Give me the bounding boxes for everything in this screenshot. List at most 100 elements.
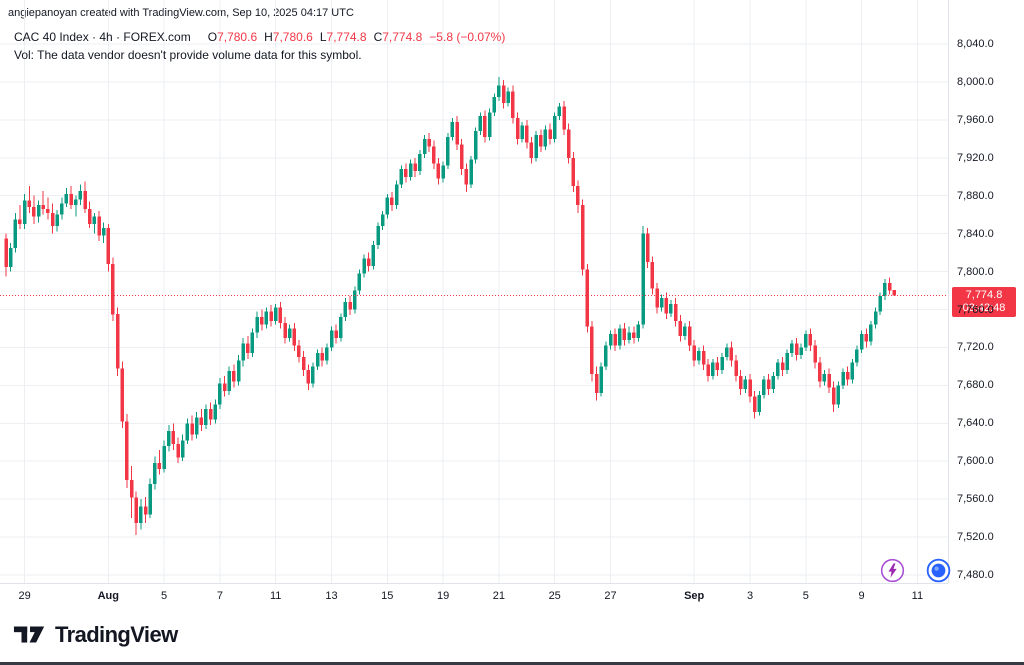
candle-body: [827, 373, 831, 388]
time-axis-label: 9: [858, 590, 865, 602]
candle-body: [525, 125, 529, 143]
candle-body: [771, 375, 775, 390]
time-axis-label: 5: [161, 590, 168, 602]
candle-body: [385, 197, 390, 215]
candle-body: [487, 112, 492, 137]
candle-body: [18, 219, 22, 225]
candle-body: [353, 290, 357, 310]
candle-body: [362, 258, 366, 274]
candle-body: [655, 288, 659, 308]
price-axis-label: 7,960.0: [957, 113, 994, 126]
candle-body: [450, 121, 455, 137]
candle-body: [422, 138, 427, 154]
candle-body: [343, 301, 348, 318]
last-price-label: 7,774.8: [965, 289, 1003, 302]
candle-body: [269, 311, 273, 321]
candle-body: [492, 97, 496, 113]
candle-body: [734, 360, 738, 376]
candle-body: [887, 282, 892, 291]
flash-icon-button[interactable]: [880, 558, 905, 583]
chart-legend: CAC 40 Index · 4h · FOREX.com O7,780.6 H7,…: [14, 30, 505, 44]
high-value: 7,780.6: [272, 30, 313, 44]
candle-body: [515, 117, 520, 139]
candle-body: [585, 269, 589, 327]
open-value: 7,780.6: [217, 30, 258, 44]
candle-body: [134, 497, 138, 523]
tradingview-logo-icon[interactable]: [13, 621, 47, 649]
candle-body: [543, 129, 548, 147]
candle-body: [501, 85, 506, 103]
candle-body: [446, 136, 450, 166]
candle-body: [97, 216, 101, 236]
candle-body: [399, 169, 403, 185]
time-axis-label: 19: [436, 590, 450, 602]
candle-body: [738, 375, 743, 390]
candle-body: [864, 334, 868, 342]
time-axis[interactable]: 29 Aug 5 7 11 13 15 19 21 25 27 Sep 3 5 9 11: [0, 583, 948, 606]
candle-body: [22, 200, 27, 225]
candle-body: [143, 506, 148, 515]
candle-body: [50, 212, 55, 227]
candle-body: [278, 307, 283, 323]
candle-body: [636, 324, 641, 338]
candle-body: [394, 184, 399, 206]
candle-body: [241, 343, 245, 361]
last-price-badge: 7,774.8 03:42:48: [952, 287, 1016, 318]
chart-pane[interactable]: CAC 40 Index · 4h · FOREX.com O7,780.6 H7,…: [0, 0, 1024, 606]
price-axis[interactable]: 7,774.8 03:42:48 8,040.0 8,000.0 7,960.0 7,…: [948, 0, 1024, 583]
candle-body: [464, 169, 469, 185]
price-axis-label: 7,680.0: [957, 379, 994, 392]
symbol-title[interactable]: CAC 40 Index · 4h · FOREX.com: [14, 30, 191, 44]
candle-body: [74, 199, 78, 206]
candle-body: [292, 328, 297, 346]
candle-body: [92, 216, 97, 225]
candle-body: [743, 379, 748, 390]
open-key: O: [207, 30, 218, 44]
candle-body: [757, 394, 762, 412]
candle-body: [883, 282, 887, 297]
candle-body: [818, 362, 822, 382]
candle-body: [125, 421, 129, 481]
candle-body: [706, 364, 710, 376]
candle-body: [185, 423, 190, 441]
blue-globe-icon-button[interactable]: [926, 558, 951, 583]
tradingview-logo-text[interactable]: TradingView: [55, 622, 178, 647]
candle-body: [390, 197, 394, 206]
candle-body: [580, 205, 585, 270]
candle-body: [455, 121, 459, 145]
candle-body: [27, 200, 31, 208]
time-axis-label: 3: [746, 590, 754, 602]
candle-body: [892, 289, 896, 296]
candle-body: [845, 372, 850, 380]
candle-body: [115, 314, 120, 369]
price-axis-label: 7,720.0: [957, 341, 994, 354]
price-axis-label: 7,920.0: [957, 151, 994, 164]
candle-body: [441, 165, 445, 179]
candle-body: [8, 247, 13, 267]
candle-body: [106, 227, 111, 264]
candle-body: [799, 347, 803, 356]
candle-body: [236, 360, 241, 382]
candle-body: [664, 298, 669, 314]
candle-body: [725, 347, 729, 357]
candle-body: [199, 417, 204, 426]
candle-body: [64, 193, 69, 204]
candle-body: [678, 320, 682, 337]
close-value: 7,774.8: [382, 30, 423, 44]
candle-body: [111, 263, 115, 315]
candle-body: [204, 409, 208, 426]
time-axis-label: 7: [216, 590, 223, 602]
candle-body: [566, 129, 571, 158]
candle-body: [622, 328, 627, 340]
candle-body: [69, 193, 73, 206]
candle-body: [4, 238, 8, 267]
close-key: C: [373, 30, 383, 44]
candle-body: [831, 387, 836, 405]
candle-body: [78, 190, 83, 200]
candle-body: [380, 214, 385, 227]
candlestick-chart[interactable]: [0, 0, 948, 600]
candle-body: [627, 332, 631, 340]
candle-body: [250, 332, 255, 354]
candle-body: [604, 345, 608, 367]
candle-body: [41, 205, 45, 209]
